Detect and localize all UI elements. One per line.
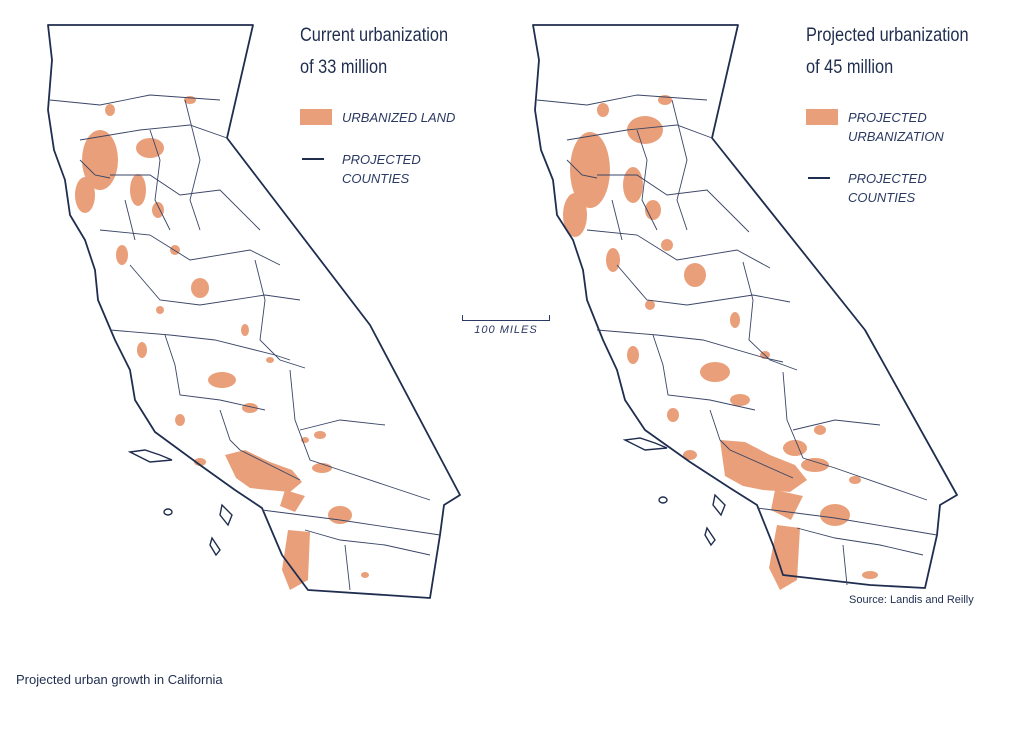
urbanized-land-label: URBANIZED LAND (342, 110, 456, 125)
left-map-title: Current urbanization of 33 million (300, 20, 448, 84)
scale-label: 100 MILES (474, 324, 538, 336)
right-map (525, 0, 965, 610)
left-county-lines (49, 94, 441, 591)
projected-urbanization-label: PROJECTED URBANIZATION (848, 108, 998, 146)
left-urban-areas (75, 96, 369, 590)
right-california-map (532, 24, 958, 590)
left-counties-label: PROJECTED COUNTIES (342, 150, 492, 188)
left-channel-islands (127, 449, 233, 557)
source-credit: Source: Landis and Reilly (849, 594, 974, 606)
right-county-line-swatch (808, 177, 830, 179)
right-title-line-1: Projected urbanization (806, 25, 969, 46)
left-counties-label-line-1: PROJECTED (342, 152, 421, 167)
left-california-map (47, 24, 461, 599)
left-map (40, 0, 480, 610)
projected-urbanization-swatch (806, 109, 838, 125)
right-counties-label: PROJECTED COUNTIES (848, 169, 998, 207)
left-legend-urbanized: URBANIZED LAND (300, 108, 492, 127)
right-legend-urbanization: PROJECTED URBANIZATION (806, 108, 998, 146)
urbanized-land-swatch (300, 109, 332, 125)
left-legend-counties: PROJECTED COUNTIES (300, 150, 492, 188)
figure-caption: Projected urban growth in California (16, 672, 223, 687)
right-counties-label-line-2: COUNTIES (848, 190, 916, 205)
right-counties-label-line-1: PROJECTED (848, 171, 927, 186)
scale-bar: 100 MILES (460, 312, 552, 342)
left-title-line-1: Current urbanization (300, 25, 449, 46)
county-line-swatch (302, 158, 324, 160)
right-state-outline (532, 24, 958, 589)
right-channel-islands (622, 437, 726, 547)
left-title-line-2: of 33 million (300, 57, 388, 78)
left-counties-label-line-2: COUNTIES (342, 171, 410, 186)
projected-urbanization-label-line-1: PROJECTED (848, 110, 927, 125)
left-state-outline (47, 24, 461, 599)
right-legend-counties: PROJECTED COUNTIES (806, 169, 998, 207)
right-map-title: Projected urbanization of 45 million (806, 20, 969, 84)
right-title-line-2: of 45 million (806, 57, 894, 78)
scale-bar-line (462, 315, 550, 321)
right-county-lines (536, 94, 938, 586)
projected-urbanization-label-line-2: URBANIZATION (848, 129, 944, 144)
